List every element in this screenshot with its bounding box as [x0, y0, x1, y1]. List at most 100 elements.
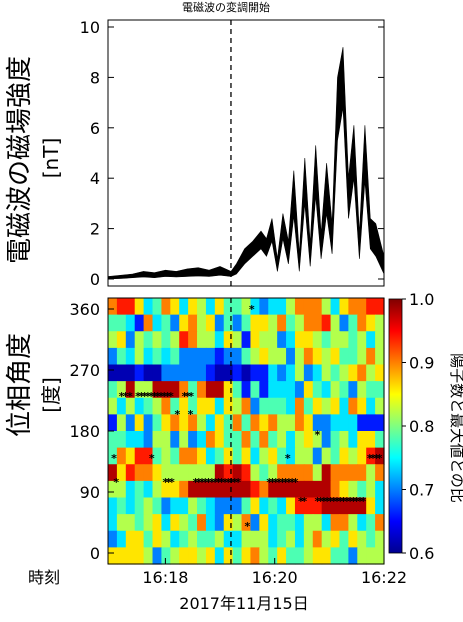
heatmap-cell: [259, 298, 269, 316]
colorbar-scale: [388, 298, 403, 554]
heatmap-cell: [330, 414, 341, 432]
heatmap-cell: [294, 414, 305, 432]
heatmap-cell: [134, 298, 145, 316]
heatmap-cell: [116, 447, 127, 465]
heatmap-cell: [294, 298, 305, 316]
heatmap-cell: [188, 381, 198, 399]
heatmap-cell: [375, 364, 385, 382]
heatmap-cell: [188, 298, 198, 316]
asterisk-marker: *: [314, 428, 320, 441]
asterisk-marker: *: [377, 452, 383, 465]
heatmap-cell: [116, 381, 127, 399]
heatmap-cell: [375, 431, 385, 449]
bottom-ytick-label: 360: [69, 300, 100, 319]
heatmap-cell: [339, 331, 349, 349]
asterisk-marker: *: [196, 476, 202, 489]
heatmap-cell: [108, 397, 118, 415]
heatmap-cell: [223, 464, 234, 482]
heatmap-cell: [268, 431, 278, 449]
heatmap-cell: [214, 414, 225, 432]
heatmap-cell: [179, 547, 189, 565]
heatmap-cell: [205, 480, 216, 499]
heatmap-cell: [259, 497, 269, 515]
heatmap-cell: [152, 497, 163, 515]
heatmap-cell: [366, 298, 376, 316]
heatmap-cell: [268, 347, 278, 366]
heatmap-cell: [286, 347, 296, 366]
heatmap-cell: [170, 464, 180, 482]
asterisk-marker: *: [168, 390, 174, 403]
asterisk-marker: *: [202, 476, 208, 489]
heatmap-cell: [375, 298, 385, 316]
heatmap-cell: [312, 364, 323, 382]
heatmap-cell: [321, 480, 332, 499]
heatmap-cell: [277, 547, 287, 565]
asterisk-marker: *: [347, 495, 353, 508]
heatmap-cell: [179, 381, 189, 399]
asterisk-marker: *: [373, 452, 379, 465]
heatmap-cell: [214, 381, 225, 399]
bottom-ylabel: 位相角度: [5, 333, 35, 437]
marker-group: ***** *********** ***** **** *********** ****…: [111, 303, 383, 533]
heatmap-cell: [348, 314, 358, 332]
heatmap-cell: [116, 547, 127, 565]
heatmap-cell: [250, 497, 260, 515]
heatmap-cell: [197, 497, 207, 515]
heatmap-cell: [366, 497, 376, 515]
asterisk-marker: *: [337, 495, 343, 508]
heatmap-cell: [223, 298, 234, 316]
heatmap-cell: [259, 447, 269, 465]
heatmap-cell: [152, 381, 163, 399]
heatmap-cell: [277, 314, 287, 332]
heatmap-cell: [179, 431, 189, 449]
heatmap-cell: [197, 530, 207, 548]
heatmap-cell: [375, 414, 385, 432]
heatmap-cell: [125, 497, 136, 515]
heatmap-cell: [188, 547, 198, 565]
heatmap-cell: [161, 547, 171, 565]
heatmap-cell: [214, 331, 225, 349]
heatmap-cell: [357, 314, 367, 332]
heatmap-cell: [366, 347, 376, 366]
heatmap-cell: [116, 414, 127, 432]
heatmap-cell: [357, 331, 367, 349]
heatmap-cell: [348, 298, 358, 316]
heatmap-cell: [339, 530, 349, 548]
heatmap-cell: [179, 464, 189, 482]
heatmap-cell: [125, 464, 136, 482]
heatmap-cell: [366, 381, 376, 399]
heatmap-cell: [366, 547, 376, 565]
heatmap-cell: [259, 547, 269, 565]
heatmap-cell: [366, 431, 376, 449]
asterisk-marker: *: [341, 495, 347, 508]
heatmap-cell: [161, 530, 171, 548]
heatmap-cell: [170, 480, 180, 499]
heatmap-cell: [375, 381, 385, 399]
magnetic-field-panel: 0 2 4 6 8 10 電磁波の磁場強度 [nT]: [5, 18, 385, 289]
heatmap-cell: [197, 480, 207, 499]
heatmap-cell: [152, 464, 163, 482]
heatmap-cell: [339, 364, 349, 382]
heatmap-cell: [286, 497, 296, 515]
heatmap-cell: [339, 397, 349, 415]
heatmap-cell: [294, 331, 305, 349]
heatmap-cell: [303, 514, 314, 532]
asterisk-marker: *: [113, 476, 119, 489]
heatmap-cell: [205, 347, 216, 366]
top-ytick-label: 8: [90, 68, 100, 87]
asterisk-marker: *: [169, 476, 175, 489]
time-label: 時刻: [28, 568, 60, 587]
heatmap-cell: [357, 414, 367, 432]
asterisk-marker: *: [232, 476, 238, 489]
heatmap-cell: [357, 298, 367, 316]
heatmap-cell: [312, 480, 323, 499]
heatmap-cell: [152, 480, 163, 499]
heatmap-cell: [348, 431, 358, 449]
heatmap-cell: [241, 514, 252, 532]
heatmap-cell: [205, 547, 216, 565]
heatmap-cell: [161, 314, 171, 332]
heatmap-cell: [241, 381, 252, 399]
heatmap-cell: [321, 497, 332, 515]
heatmap-cell: [277, 347, 287, 366]
heatmap-cell: [321, 381, 332, 399]
